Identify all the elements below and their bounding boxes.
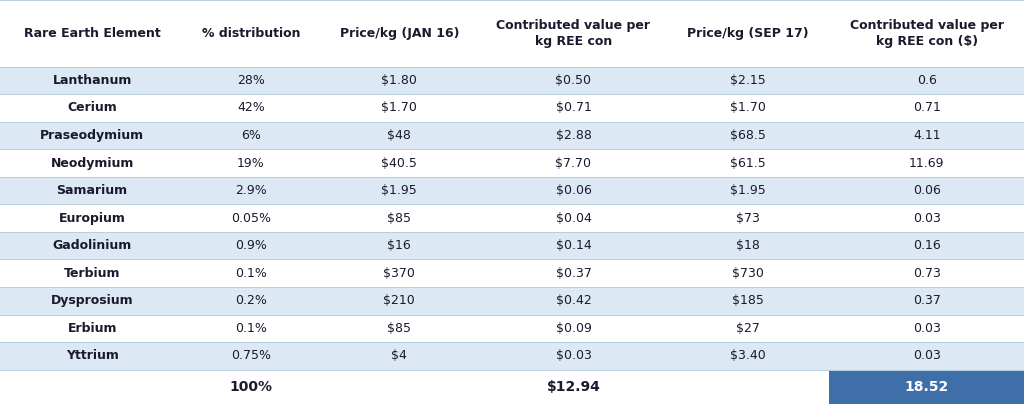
Text: 0.37: 0.37 [912, 294, 941, 307]
Text: 0.06: 0.06 [912, 184, 941, 197]
Text: Rare Earth Element: Rare Earth Element [24, 27, 161, 40]
Text: 28%: 28% [237, 74, 265, 87]
Bar [0, 177, 1024, 204]
Text: $1.70: $1.70 [381, 101, 418, 114]
Text: $1.95: $1.95 [730, 184, 765, 197]
Text: 4.11: 4.11 [913, 129, 940, 142]
Text: 11.69: 11.69 [909, 157, 944, 170]
Text: $370: $370 [383, 267, 416, 280]
Text: 0.16: 0.16 [912, 239, 941, 252]
Text: $40.5: $40.5 [381, 157, 418, 170]
Text: 0.1%: 0.1% [234, 322, 267, 335]
Bar [0, 259, 1024, 287]
Text: 0.03: 0.03 [912, 349, 941, 362]
Text: Price/kg (SEP 17): Price/kg (SEP 17) [687, 27, 808, 40]
Text: $730: $730 [731, 267, 764, 280]
Text: $18: $18 [735, 239, 760, 252]
Text: $73: $73 [735, 212, 760, 225]
Text: $48: $48 [387, 129, 412, 142]
Text: $85: $85 [387, 322, 412, 335]
Text: Praseodymium: Praseodymium [40, 129, 144, 142]
Bar [829, 370, 1024, 404]
Text: $1.95: $1.95 [382, 184, 417, 197]
Text: % distribution: % distribution [202, 27, 300, 40]
Text: Terbium: Terbium [63, 267, 121, 280]
Text: 0.9%: 0.9% [234, 239, 267, 252]
Text: $1.70: $1.70 [729, 101, 766, 114]
Text: 0.71: 0.71 [912, 101, 941, 114]
Text: Samarium: Samarium [56, 184, 128, 197]
Text: $0.14: $0.14 [556, 239, 591, 252]
Text: 0.2%: 0.2% [234, 294, 267, 307]
Text: 100%: 100% [229, 380, 272, 394]
Text: $0.50: $0.50 [555, 74, 592, 87]
Text: Cerium: Cerium [68, 101, 117, 114]
Text: $1.80: $1.80 [381, 74, 418, 87]
Text: $0.71: $0.71 [555, 101, 592, 114]
Text: $27: $27 [735, 322, 760, 335]
Text: $2.15: $2.15 [730, 74, 765, 87]
Text: Europium: Europium [58, 212, 126, 225]
Text: $0.04: $0.04 [555, 212, 592, 225]
Text: $4: $4 [391, 349, 408, 362]
Text: $7.70: $7.70 [555, 157, 592, 170]
Text: $185: $185 [731, 294, 764, 307]
Text: Price/kg (JAN 16): Price/kg (JAN 16) [340, 27, 459, 40]
Bar [0, 122, 1024, 149]
Text: $0.06: $0.06 [555, 184, 592, 197]
Text: $68.5: $68.5 [729, 129, 766, 142]
Text: 0.03: 0.03 [912, 212, 941, 225]
Text: $0.03: $0.03 [555, 349, 592, 362]
Bar [0, 149, 1024, 177]
Text: 18.52: 18.52 [904, 380, 949, 394]
Bar [0, 370, 1024, 404]
Text: $0.09: $0.09 [555, 322, 592, 335]
Text: $12.94: $12.94 [547, 380, 600, 394]
Text: 6%: 6% [241, 129, 261, 142]
Text: Contributed value per
kg REE con ($): Contributed value per kg REE con ($) [850, 19, 1004, 48]
Text: 0.73: 0.73 [912, 267, 941, 280]
Text: 0.1%: 0.1% [234, 267, 267, 280]
Text: Yttrium: Yttrium [66, 349, 119, 362]
Bar [0, 67, 1024, 94]
Text: Neodymium: Neodymium [50, 157, 134, 170]
Text: 42%: 42% [237, 101, 265, 114]
Text: Dysprosium: Dysprosium [51, 294, 133, 307]
Text: 0.03: 0.03 [912, 322, 941, 335]
Text: $0.42: $0.42 [556, 294, 591, 307]
Text: 0.75%: 0.75% [230, 349, 271, 362]
Text: $16: $16 [387, 239, 412, 252]
Text: $0.37: $0.37 [555, 267, 592, 280]
Text: $85: $85 [387, 212, 412, 225]
Text: $2.88: $2.88 [555, 129, 592, 142]
Text: $210: $210 [383, 294, 416, 307]
Bar [0, 204, 1024, 232]
Bar [0, 287, 1024, 315]
Text: $61.5: $61.5 [730, 157, 765, 170]
Text: Contributed value per
kg REE con: Contributed value per kg REE con [497, 19, 650, 48]
Text: Lanthanum: Lanthanum [52, 74, 132, 87]
Text: 0.05%: 0.05% [230, 212, 271, 225]
Text: Erbium: Erbium [68, 322, 117, 335]
Bar [0, 0, 1024, 67]
Text: 0.6: 0.6 [916, 74, 937, 87]
Text: Gadolinium: Gadolinium [52, 239, 132, 252]
Bar [0, 232, 1024, 259]
Text: 19%: 19% [237, 157, 265, 170]
Bar [0, 315, 1024, 342]
Bar [0, 94, 1024, 122]
Text: $3.40: $3.40 [730, 349, 765, 362]
Text: 2.9%: 2.9% [234, 184, 267, 197]
Bar [0, 342, 1024, 370]
